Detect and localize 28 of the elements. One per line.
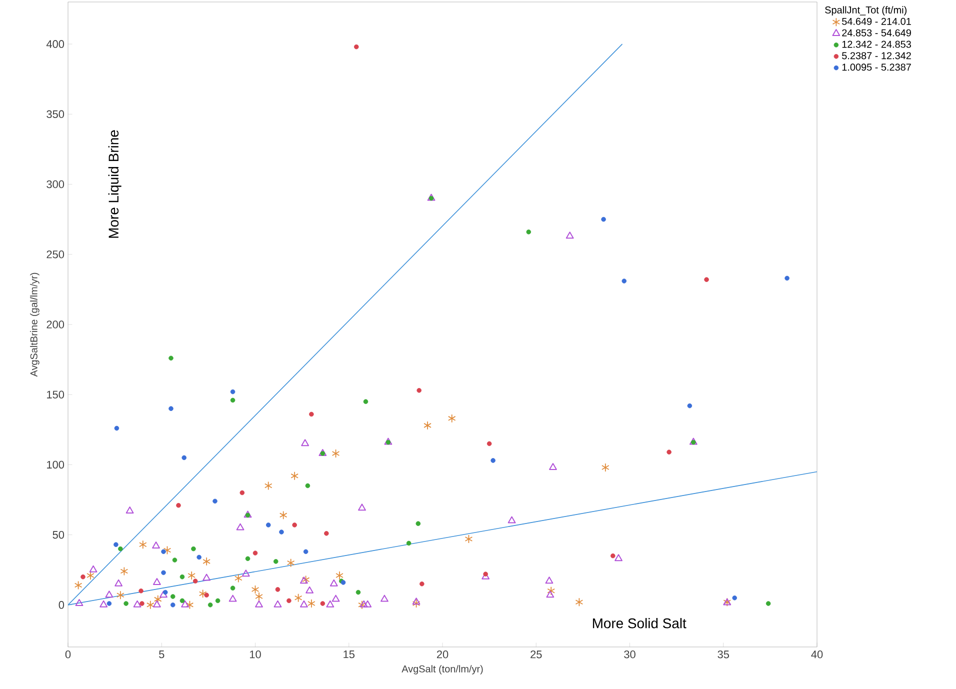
y-tick-label: 0 <box>58 601 64 609</box>
x-tick-label: 10 <box>250 650 261 658</box>
y-tick-label: 100 <box>47 460 64 469</box>
annotation: More Solid Salt <box>592 618 686 628</box>
x-tick-label: 25 <box>530 650 542 658</box>
y-tick-label: 300 <box>46 180 64 188</box>
x-tick-label: 5 <box>159 650 164 658</box>
legend-label: 1.0095 - 5.2387 <box>842 64 911 71</box>
y-tick-label: 200 <box>46 320 64 328</box>
y-tick-label: 350 <box>46 110 64 118</box>
x-axis-title: AvgSalt (ton/lm/yr) <box>402 665 483 674</box>
legend-title: SpallJnt_Tot (ft/mi) <box>825 6 906 16</box>
x-tick-label: 20 <box>436 650 448 658</box>
x-tick-label: 35 <box>718 650 730 658</box>
x-tick-label: 15 <box>344 650 355 658</box>
x-tick-label: 0 <box>65 650 71 658</box>
y-axis-title: AvgSaltBrine (gal/lm/yr) <box>30 272 40 377</box>
x-tick-label: 40 <box>811 650 823 658</box>
x-tick-label: 30 <box>624 650 636 658</box>
y-tick-label: 400 <box>46 40 64 48</box>
legend-label: 54.649 - 214.01 <box>842 18 911 25</box>
y-tick-label: 250 <box>46 250 64 258</box>
annotation: More Liquid Brine <box>108 130 122 238</box>
legend-label: 5.2387 - 12.342 <box>842 52 911 60</box>
y-tick-label: 150 <box>47 390 64 398</box>
legend-label: 24.853 - 54.649 <box>842 29 911 36</box>
y-tick-label: 50 <box>52 530 64 539</box>
legend-label: 12.342 - 24.853 <box>842 40 911 48</box>
